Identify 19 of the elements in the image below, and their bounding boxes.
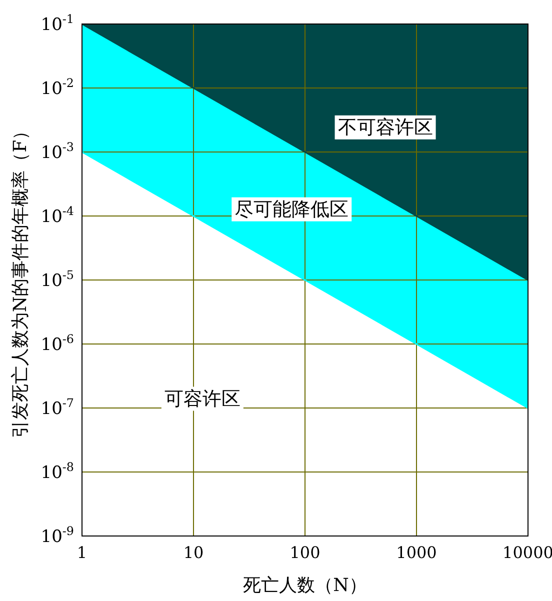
- y-tick-label: 10$^{-8}$: [40, 460, 74, 483]
- y-tick-label: 10$^{-4}$: [40, 204, 74, 227]
- y-tick-label: 10$^{-7}$: [40, 396, 74, 419]
- x-tick-label: 100: [290, 543, 320, 562]
- y-tick-label: 10$^{-9}$: [40, 524, 74, 547]
- annotation: 尽可能降低区: [234, 198, 349, 220]
- x-tick-label: 10000: [502, 543, 552, 562]
- annotation: 可容许区: [164, 388, 240, 410]
- annotation: 不可容许区: [338, 116, 433, 138]
- y-tick-label: 10$^{-2}$: [40, 76, 74, 99]
- y-tick-label: 10$^{-3}$: [40, 140, 74, 163]
- x-tick-label: 1000: [396, 543, 437, 562]
- y-tick-label: 10$^{-1}$: [40, 12, 74, 35]
- y-tick-label: 10$^{-6}$: [40, 332, 74, 355]
- y-axis-title: 引发死亡人数为N的事件的年概率（F）: [10, 122, 31, 438]
- y-tick-label: 10$^{-5}$: [40, 268, 74, 291]
- x-tick-label: 1: [76, 543, 88, 562]
- x-tick-label: 10: [183, 543, 204, 562]
- x-axis-title: 死亡人数（N）: [243, 575, 367, 596]
